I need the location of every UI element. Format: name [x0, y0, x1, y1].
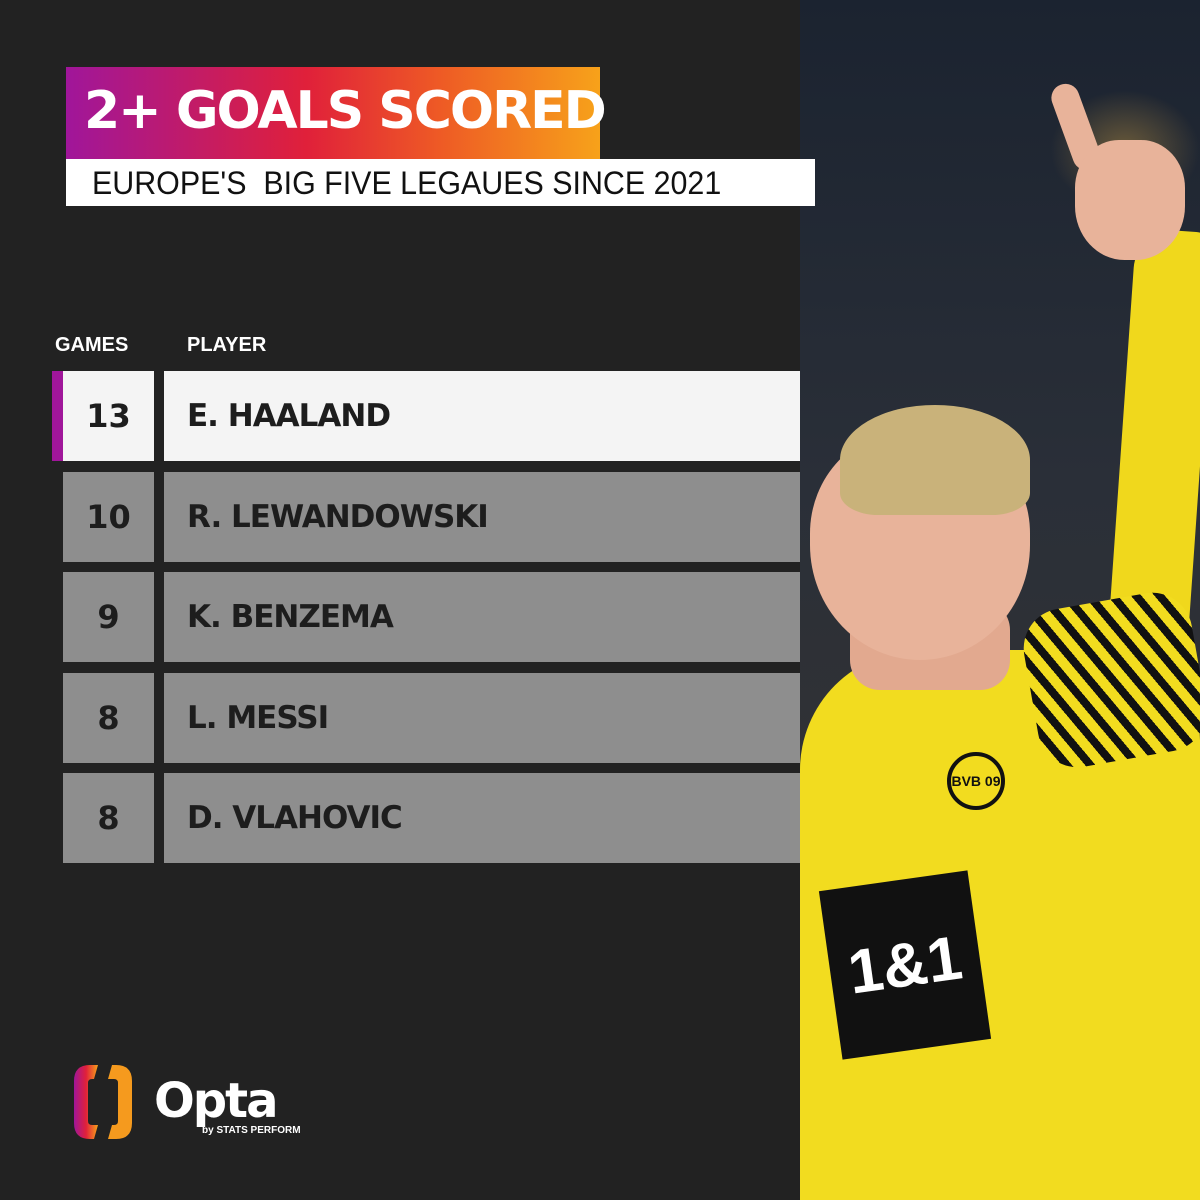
table-row: 13 E. HAALAND [52, 371, 800, 461]
highlight-accent [52, 371, 63, 461]
opta-logo-icon [74, 1065, 132, 1139]
opta-logo: Opta by STATS PERFORM [72, 1063, 301, 1145]
player-cell: D. VLAHOVIC [164, 773, 800, 863]
player-name: R. LEWANDOWSKI [187, 498, 489, 535]
subtitle-banner: EUROPE'S BIG FIVE LEGAUES SINCE 2021 [66, 159, 815, 206]
photo-sleeve-stripes [1017, 586, 1200, 774]
player-cell: R. LEWANDOWSKI [164, 471, 800, 562]
title-banner: 2+ GOALS SCORED [66, 67, 607, 159]
club-crest: BVB 09 [947, 752, 1005, 810]
games-cell: 8 [63, 672, 154, 763]
photo-hand [1075, 140, 1185, 260]
player-name: K. BENZEMA [187, 599, 394, 635]
player-cell: L. MESSI [164, 672, 800, 763]
column-header-games: GAMES [55, 334, 129, 356]
games-cell: 8 [63, 773, 154, 863]
column-header-player: PLAYER [187, 334, 267, 356]
player-cell: E. HAALAND [164, 371, 800, 461]
player-name: E. HAALAND [187, 398, 391, 434]
games-cell: 9 [63, 572, 154, 662]
table-row: 8 D. VLAHOVIC [52, 773, 800, 863]
opta-logo-text: Opta [154, 1073, 278, 1129]
table-row: 8 L. MESSI [52, 672, 800, 763]
player-cell: K. BENZEMA [164, 572, 800, 662]
table-row: 10 R. LEWANDOWSKI [52, 471, 800, 562]
page-title: 2+ GOALS SCORED [84, 81, 607, 141]
photo-hair [840, 405, 1030, 515]
table-row: 9 K. BENZEMA [52, 572, 800, 662]
player-name: D. VLAHOVIC [187, 800, 403, 836]
sponsor-logo: 1&1 [818, 870, 992, 1060]
opta-logo-tagline: by STATS PERFORM [202, 1125, 301, 1136]
games-cell: 13 [63, 371, 154, 461]
games-cell: 10 [63, 471, 154, 562]
player-photo: BVB 09 1&1 [800, 0, 1200, 1200]
player-name: L. MESSI [187, 699, 329, 736]
page-subtitle: EUROPE'S BIG FIVE LEGAUES SINCE 2021 [92, 165, 722, 201]
